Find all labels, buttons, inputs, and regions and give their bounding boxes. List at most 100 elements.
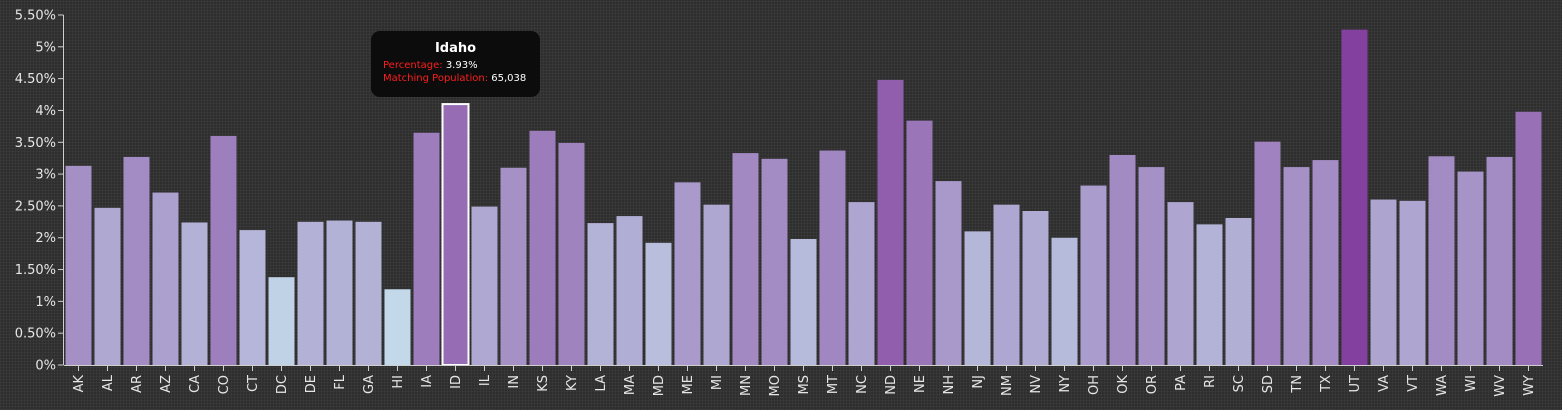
- tooltip-percentage-label: Percentage:: [383, 60, 443, 71]
- bar-id[interactable]: [441, 103, 470, 366]
- x-tick-label: NM: [1000, 375, 1015, 396]
- bar-az[interactable]: [152, 192, 179, 365]
- x-tick-label: WY: [1522, 375, 1537, 396]
- bar-nc[interactable]: [848, 202, 875, 365]
- bar-wa[interactable]: [1428, 156, 1455, 365]
- x-tick-label: AZ: [159, 375, 174, 393]
- bar-co[interactable]: [210, 135, 237, 365]
- x-tick-label: UT: [1348, 375, 1363, 393]
- bar-fl[interactable]: [326, 220, 353, 365]
- bar-tn[interactable]: [1283, 167, 1310, 365]
- bar-ma[interactable]: [616, 216, 643, 365]
- x-tick-label: ID: [449, 375, 464, 389]
- bar-al[interactable]: [94, 207, 121, 365]
- x-tick-label: WA: [1435, 375, 1450, 396]
- tooltip-percentage-row: Percentage: 3.93%: [383, 59, 528, 72]
- tooltip-title: Idaho: [434, 41, 477, 56]
- x-tick-label: TX: [1319, 375, 1334, 393]
- bar-hi[interactable]: [384, 289, 411, 365]
- bar-ny[interactable]: [1051, 237, 1078, 365]
- bar-in[interactable]: [500, 167, 527, 365]
- x-tick-label: IN: [507, 375, 522, 389]
- x-tick-label: NJ: [971, 375, 986, 389]
- x-tick-label: SD: [1261, 375, 1276, 393]
- bar-tx[interactable]: [1312, 160, 1339, 365]
- x-tick-label: FL: [333, 374, 348, 389]
- x-tick-label: LA: [594, 375, 609, 392]
- bar-de[interactable]: [297, 221, 324, 365]
- bar-nd[interactable]: [877, 79, 904, 365]
- tooltip-percentage-value: 3.93%: [445, 60, 478, 71]
- bar-md[interactable]: [645, 242, 672, 365]
- x-tick-label: AK: [72, 375, 87, 393]
- x-tick-label: NV: [1029, 375, 1044, 394]
- bar-ga[interactable]: [355, 221, 382, 365]
- bar-sc[interactable]: [1225, 218, 1252, 365]
- y-tick-label: 1%: [35, 295, 56, 310]
- x-tick-label: VA: [1377, 375, 1392, 392]
- x-tick-label: GA: [362, 375, 377, 394]
- bar-ar[interactable]: [123, 156, 150, 365]
- tooltip-population-label: Matching Population:: [383, 73, 489, 84]
- bar-nh[interactable]: [935, 181, 962, 365]
- bar-ky[interactable]: [558, 142, 585, 365]
- x-tick-label: MI: [710, 375, 725, 390]
- bar-ok[interactable]: [1109, 155, 1136, 365]
- y-tick-label: 0%: [35, 359, 56, 374]
- x-tick-label: KS: [536, 375, 551, 392]
- bar-la[interactable]: [587, 223, 614, 365]
- bar-pa[interactable]: [1167, 202, 1194, 365]
- x-tick-label: ME: [681, 375, 696, 394]
- bar-wv[interactable]: [1486, 156, 1513, 365]
- x-axis: AK AL AR AZ CA CO CT DC DE FL GA HI IA ID IL IN KS KY LA MA…: [64, 365, 1543, 397]
- x-tick-label: DC: [275, 375, 290, 394]
- x-tick-label: OH: [1087, 375, 1102, 395]
- x-tick-label: PA: [1174, 375, 1189, 391]
- x-tick-label: MA: [623, 375, 638, 395]
- x-tick-label: KY: [565, 375, 580, 391]
- y-tick-label: 2%: [35, 231, 56, 246]
- bar-sd[interactable]: [1254, 141, 1281, 365]
- x-tick-label: RI: [1203, 375, 1218, 388]
- bar-ct[interactable]: [239, 230, 266, 365]
- bar-mi[interactable]: [703, 204, 730, 365]
- bar-ri[interactable]: [1196, 224, 1223, 365]
- bar-wy[interactable]: [1515, 111, 1542, 365]
- bar-nv[interactable]: [1022, 211, 1049, 365]
- bar-ne[interactable]: [906, 120, 933, 365]
- bar-va[interactable]: [1370, 199, 1397, 365]
- bar-mt[interactable]: [819, 150, 846, 365]
- x-tick-label: IL: [478, 374, 493, 386]
- bar-me[interactable]: [674, 182, 701, 365]
- x-tick-label: MT: [826, 375, 841, 394]
- x-tick-label: NY: [1058, 375, 1073, 393]
- bar-ak[interactable]: [65, 165, 92, 365]
- bar-ut[interactable]: [1341, 29, 1368, 365]
- x-tick-label: WI: [1464, 375, 1479, 392]
- bar-mo[interactable]: [761, 158, 788, 365]
- tooltip: Idaho Percentage: 3.93% Matching Populat…: [371, 31, 540, 97]
- bar-dc[interactable]: [268, 277, 295, 365]
- bar-nj[interactable]: [964, 231, 991, 365]
- bar-ca[interactable]: [181, 222, 208, 365]
- bar-ks[interactable]: [529, 130, 556, 365]
- x-tick-label: MO: [768, 375, 783, 396]
- bar-wi[interactable]: [1457, 171, 1484, 365]
- x-tick-label: MD: [652, 375, 667, 396]
- y-tick-label: 2.50%: [15, 199, 56, 214]
- x-tick-label: SC: [1232, 375, 1247, 392]
- bar-ms[interactable]: [790, 239, 817, 365]
- x-tick-label: NH: [942, 375, 957, 395]
- bar-or[interactable]: [1138, 167, 1165, 365]
- y-tick-label: 3%: [35, 168, 56, 183]
- bar-vt[interactable]: [1399, 200, 1426, 365]
- x-tick-label: CT: [246, 375, 261, 392]
- x-tick-label: CO: [217, 375, 232, 394]
- bar-il[interactable]: [471, 206, 498, 365]
- bar-nm[interactable]: [993, 204, 1020, 365]
- bar-mn[interactable]: [732, 153, 759, 365]
- bar-ia[interactable]: [413, 132, 440, 365]
- x-tick-label: AL: [101, 374, 116, 391]
- bar-oh[interactable]: [1080, 185, 1107, 365]
